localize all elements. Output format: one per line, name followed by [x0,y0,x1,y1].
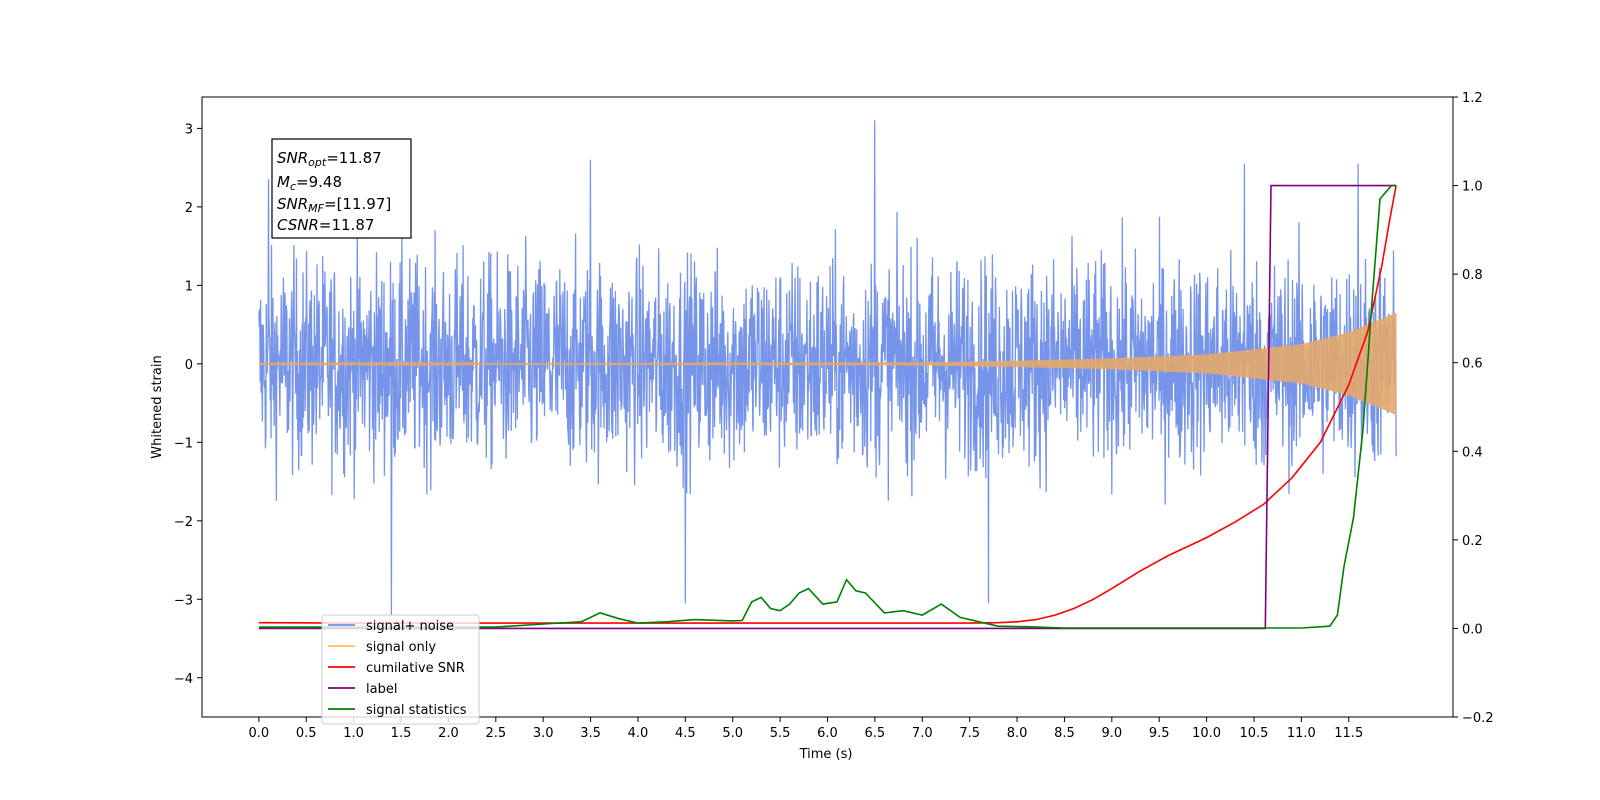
x-tick-label: 7.0 [912,726,933,741]
y-left-tick-label: −4 [174,672,193,687]
legend-entry-label: cumilative SNR [366,661,465,676]
x-tick-label: 0.5 [296,726,317,741]
y-left-tick-label: 3 [185,122,193,137]
y-right-axis: 1.2 1.0 0.8 0.6 0.4 0.2 0.0 −0.2 [1453,91,1494,726]
legend-entry-label: signal only [366,640,436,655]
x-tick-label: 5.5 [770,726,791,741]
y-left-tick-label: 2 [185,201,193,216]
x-tick-label: 9.5 [1149,726,1170,741]
y-left-tick-label: −1 [174,436,193,451]
x-tick-label: 0.0 [249,726,270,741]
x-tick-label: 4.0 [628,726,649,741]
x-tick-label: 5.0 [722,726,743,741]
x-tick-label: 7.5 [959,726,980,741]
x-tick-label: 3.5 [580,726,601,741]
series-signal-only [258,312,1397,415]
series-layer [258,120,1397,630]
y-right-tick-label: 0.2 [1462,534,1483,549]
x-tick-label: 8.5 [1054,726,1075,741]
series-signal-noise [258,120,1397,616]
x-tick-label: 10.5 [1240,726,1269,741]
series-label [258,184,1397,630]
x-tick-label: 6.5 [865,726,886,741]
series-signal-statistics [258,184,1397,629]
y-left-tick-label: 0 [185,358,193,373]
y-right-tick-label: −0.2 [1462,711,1494,726]
x-axis: 0.0 0.5 1.0 1.5 2.0 2.5 3.0 3.5 4.0 4.5 5.0 5.5 6.0 6… [249,717,1363,741]
y-axis-label: Whitened strain [150,355,165,458]
legend-entry-label: signal statistics [366,703,467,718]
x-tick-label: 11.5 [1334,726,1363,741]
y-right-tick-label: 0.8 [1462,268,1483,283]
x-tick-label: 9.0 [1101,726,1122,741]
annotation-box: SNRopt=11.87 Mc=9.48 SNRMF=[11.97] CSNR=… [271,138,412,239]
series-cumilative-snr [258,185,1397,624]
legend-entry-label: signal+ noise [366,619,454,634]
y-right-tick-label: 0.4 [1462,445,1483,460]
y-left-tick-label: −3 [174,593,193,608]
y-right-tick-label: 1.2 [1462,91,1483,106]
x-tick-label: 4.5 [675,726,696,741]
x-tick-label: 11.0 [1287,726,1316,741]
y-right-tick-label: 0.6 [1462,357,1483,372]
y-left-tick-label: −2 [174,515,193,530]
x-tick-label: 8.0 [1007,726,1028,741]
y-left-tick-label: 1 [185,279,193,294]
x-tick-label: 2.5 [485,726,506,741]
legend: signal+ noise signal only cumilative SNR la… [321,614,480,725]
y-right-tick-label: 1.0 [1462,180,1483,195]
x-tick-label: 6.0 [817,726,838,741]
x-tick-label: 2.0 [438,726,459,741]
x-tick-label: 1.5 [391,726,412,741]
y-right-tick-label: 0.0 [1462,622,1483,637]
x-axis-label: Time (s) [799,747,853,762]
legend-entry-label: label [366,682,397,697]
annotation-mc: Mc=9.48 [277,173,342,193]
x-tick-label: 1.0 [343,726,364,741]
plot-area [258,120,1397,630]
annotation-snr-opt: SNRopt=11.87 [277,149,382,169]
x-tick-label: 3.0 [533,726,554,741]
annotation-csnr: CSNR=11.87 [277,216,374,234]
x-tick-label: 10.0 [1192,726,1221,741]
annotation-snr-mf: SNRMF=[11.97] [277,195,391,215]
y-left-axis: 3 2 1 0 −1 −2 −3 −4 [174,122,202,687]
